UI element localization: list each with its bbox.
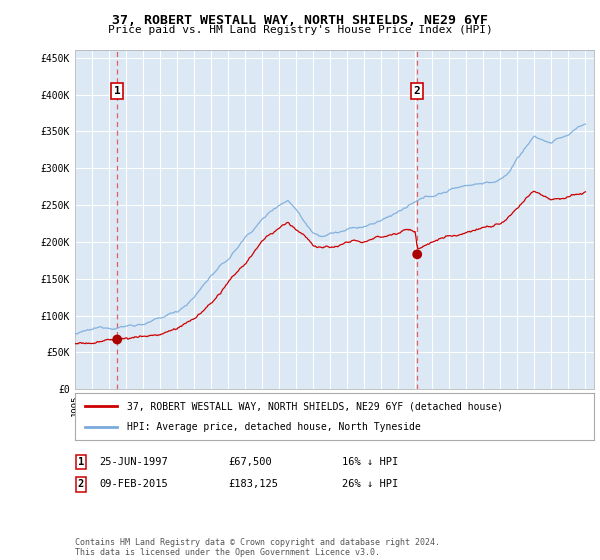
Text: Price paid vs. HM Land Registry's House Price Index (HPI): Price paid vs. HM Land Registry's House … [107, 25, 493, 35]
Text: 37, ROBERT WESTALL WAY, NORTH SHIELDS, NE29 6YF: 37, ROBERT WESTALL WAY, NORTH SHIELDS, N… [112, 14, 488, 27]
Text: Contains HM Land Registry data © Crown copyright and database right 2024.
This d: Contains HM Land Registry data © Crown c… [75, 538, 440, 557]
Text: 1: 1 [114, 86, 121, 96]
Text: 16% ↓ HPI: 16% ↓ HPI [342, 457, 398, 467]
Text: HPI: Average price, detached house, North Tyneside: HPI: Average price, detached house, Nort… [127, 422, 421, 432]
Text: 2: 2 [414, 86, 421, 96]
Point [412, 250, 422, 259]
Text: 37, ROBERT WESTALL WAY, NORTH SHIELDS, NE29 6YF (detached house): 37, ROBERT WESTALL WAY, NORTH SHIELDS, N… [127, 401, 503, 411]
Text: 2: 2 [78, 479, 84, 489]
Text: 25-JUN-1997: 25-JUN-1997 [99, 457, 168, 467]
Point [112, 335, 122, 344]
Text: 1: 1 [78, 457, 84, 467]
Text: £183,125: £183,125 [228, 479, 278, 489]
Text: 09-FEB-2015: 09-FEB-2015 [99, 479, 168, 489]
Text: 26% ↓ HPI: 26% ↓ HPI [342, 479, 398, 489]
Text: £67,500: £67,500 [228, 457, 272, 467]
